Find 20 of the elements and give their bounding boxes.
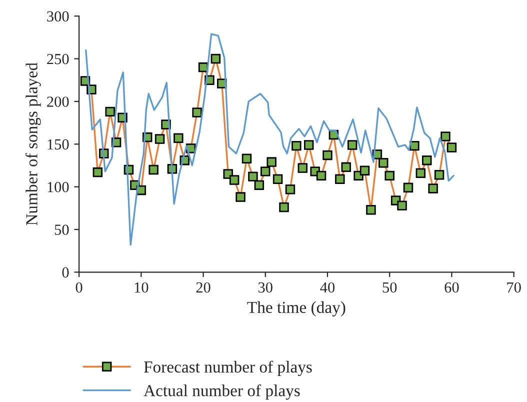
line-series bbox=[85, 33, 454, 246]
legend-label: Forecast number of plays bbox=[144, 360, 312, 376]
legend-label: Actual number of plays bbox=[144, 384, 300, 400]
y-tick-label: 100 bbox=[48, 182, 69, 192]
x-tick-label: 50 bbox=[382, 282, 397, 293]
y-tick-label: 250 bbox=[47, 54, 69, 64]
y-tick-label: 200 bbox=[47, 96, 69, 107]
x-axis-title: The time (day) bbox=[247, 301, 346, 316]
x-tick-label: 20 bbox=[196, 282, 210, 293]
x-tick-label: 0 bbox=[76, 282, 82, 293]
x-tick-label: 60 bbox=[444, 282, 459, 293]
y-axis-title: Number of songs played bbox=[26, 62, 41, 226]
x-tick-label: 30 bbox=[258, 282, 272, 293]
x-tick-label: 10 bbox=[134, 282, 148, 293]
y-tick-label: 300 bbox=[47, 11, 69, 22]
y-tick-label: 50 bbox=[54, 224, 69, 235]
y-tick-label: 0 bbox=[62, 267, 69, 278]
x-tick-label: 70 bbox=[507, 282, 521, 293]
x-tick-label: 40 bbox=[320, 282, 335, 293]
y-tick-label: 150 bbox=[48, 139, 69, 150]
